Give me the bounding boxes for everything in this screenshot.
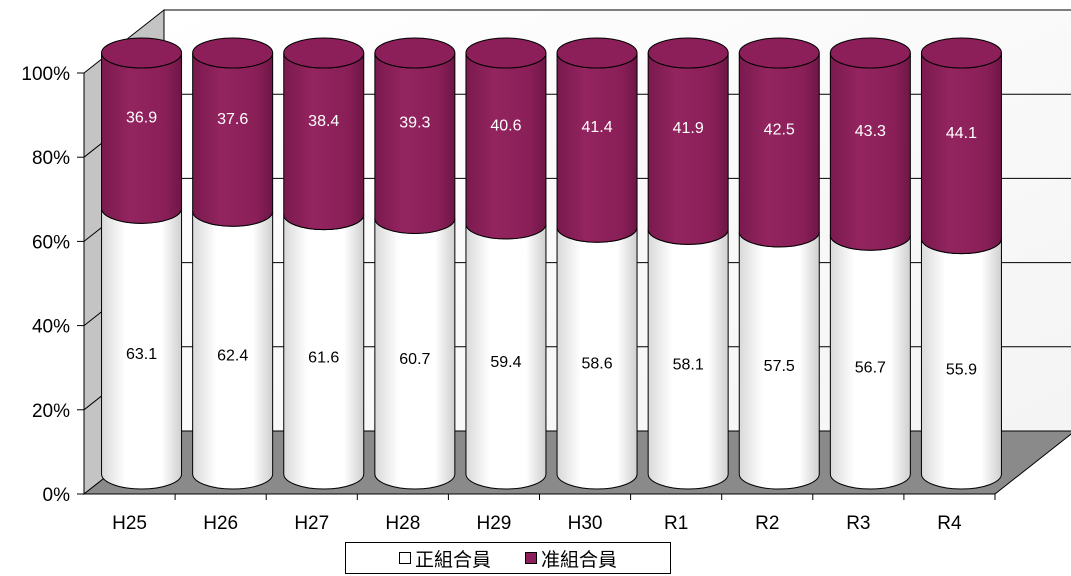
bar-top-cap: [556, 37, 638, 69]
x-tick-label: H30: [568, 513, 603, 534]
bar-top-cap: [829, 37, 911, 69]
data-label-regular: 58.6: [581, 356, 612, 373]
x-tick-label: R3: [846, 513, 870, 534]
data-label-regular: 63.1: [126, 346, 157, 363]
y-tick-label: 40%: [32, 317, 70, 338]
bar-segment-associate-H26: [192, 52, 274, 227]
data-label-associate: 39.3: [399, 115, 430, 132]
bar-segment-associate-R4: [920, 52, 1002, 255]
y-tick-label: 60%: [32, 232, 70, 253]
y-tick-label: 80%: [32, 148, 70, 169]
data-label-regular: 59.4: [490, 354, 521, 371]
bar-segment-associate-H25: [101, 52, 183, 224]
data-label-regular: 57.5: [764, 358, 795, 375]
data-label-regular: 61.6: [308, 349, 339, 366]
data-label-regular: 62.4: [217, 348, 248, 365]
bar-top-cap: [647, 37, 729, 69]
bar-top-cap: [374, 37, 456, 69]
data-label-associate: 37.6: [217, 111, 248, 128]
bar-top-cap: [738, 37, 820, 69]
bar-segment-associate-R2: [738, 52, 820, 248]
bar-segment-associate-H29: [465, 52, 547, 240]
x-tick-label: R2: [755, 513, 779, 534]
bar-top-cap: [192, 37, 274, 69]
bar-top-cap: [465, 37, 547, 69]
y-tick-label: 20%: [32, 401, 70, 422]
bar-segment-associate-R1: [647, 52, 729, 245]
legend-label-regular: 正組合員: [414, 548, 491, 571]
bar-segment-associate-H27: [283, 52, 365, 231]
x-tick-label: H25: [112, 513, 147, 534]
bar-segment-associate-R3: [829, 52, 911, 251]
data-label-regular: 55.9: [946, 361, 977, 378]
data-label-associate: 44.1: [946, 125, 977, 142]
bar-segment-associate-H30: [556, 52, 638, 243]
legend-swatch-associate: [525, 552, 537, 564]
data-label-associate: 41.9: [673, 120, 704, 137]
bar-segment-associate-H28: [374, 52, 456, 234]
x-tick-label: R4: [937, 513, 962, 534]
data-label-associate: 41.4: [581, 119, 612, 136]
data-label-regular: 56.7: [855, 360, 886, 377]
bar-top-cap: [283, 37, 365, 69]
legend-item-associate: 准組合員: [525, 545, 617, 572]
y-tick-label: 100%: [21, 64, 70, 85]
data-label-associate: 42.5: [764, 121, 795, 138]
x-tick-label: H27: [294, 513, 329, 534]
legend-item-regular: 正組合員: [398, 545, 491, 572]
data-label-associate: 38.4: [308, 113, 339, 130]
legend-swatch-regular: [398, 552, 411, 564]
x-tick-label: H29: [477, 513, 512, 534]
x-tick-label: H28: [385, 513, 420, 534]
data-label-regular: 60.7: [399, 351, 430, 368]
y-tick-label: 0%: [43, 485, 71, 506]
x-tick-label: R1: [664, 513, 688, 534]
bar-top-cap: [101, 37, 183, 69]
legend-label-associate: 准組合員: [541, 548, 618, 571]
x-tick-label: H26: [203, 513, 238, 534]
data-label-associate: 40.6: [490, 117, 521, 134]
legend: 正組合員 准組合員: [345, 542, 671, 574]
data-label-regular: 58.1: [673, 357, 704, 374]
bar-top-cap: [920, 37, 1002, 69]
data-label-associate: 43.3: [855, 123, 886, 140]
data-label-associate: 36.9: [126, 110, 157, 127]
